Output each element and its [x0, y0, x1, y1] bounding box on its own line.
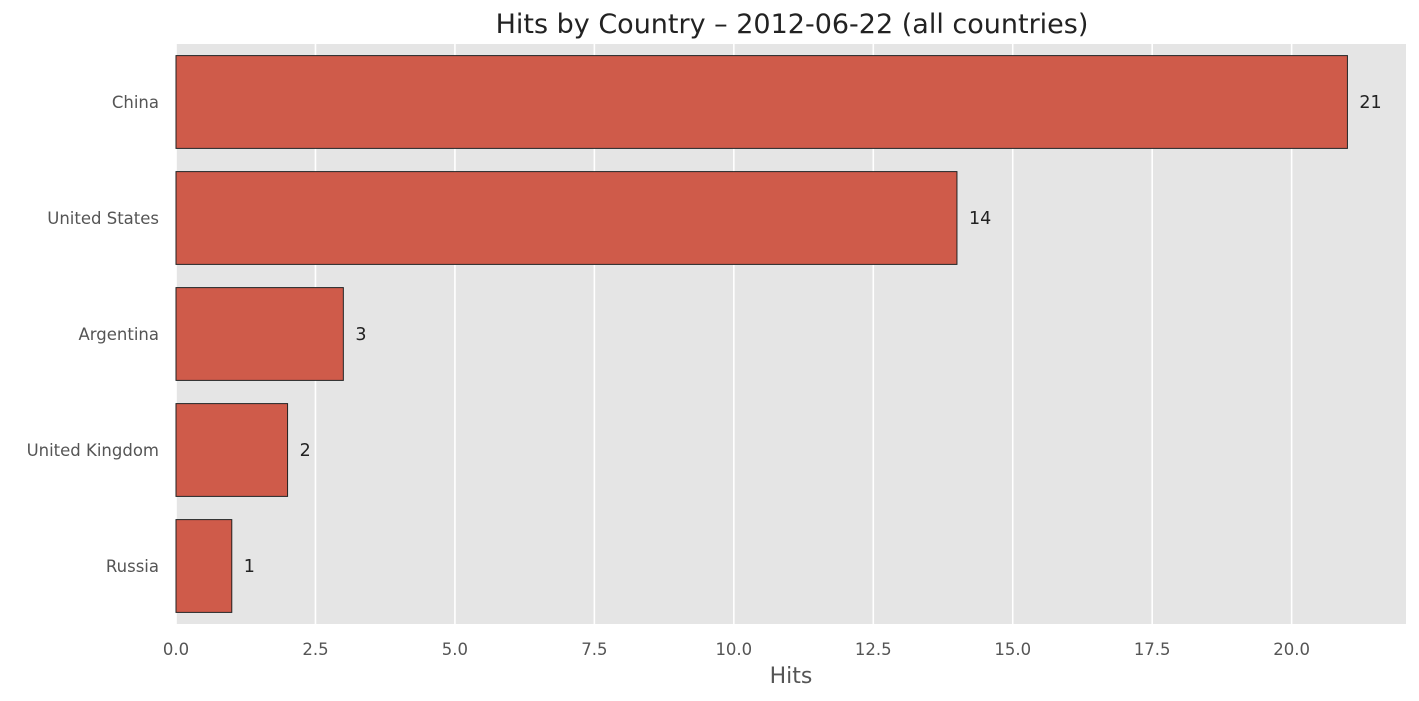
y-tick-label: China: [112, 93, 159, 112]
x-tick-label: 7.5: [581, 640, 607, 659]
data-label: 21: [1359, 93, 1381, 113]
x-tick-label: 20.0: [1273, 640, 1310, 659]
bar: [175, 55, 1348, 149]
bar: [175, 403, 289, 497]
bar: [175, 519, 233, 613]
data-label: 2: [300, 441, 311, 461]
bar: [175, 171, 958, 265]
data-label: 1: [244, 557, 255, 577]
y-tick-label: United States: [47, 209, 159, 228]
x-tick-label: 17.5: [1134, 640, 1171, 659]
x-tick-label: 10.0: [715, 640, 752, 659]
y-tick-label: Russia: [106, 557, 159, 576]
x-tick-label: 12.5: [855, 640, 892, 659]
data-label: 14: [969, 209, 991, 229]
x-tick-label: 5.0: [442, 640, 468, 659]
x-tick-label: 0.0: [163, 640, 189, 659]
y-tick-labels: China United States Argentina United Kingdo…: [27, 93, 159, 576]
x-axis-label: Hits: [770, 664, 813, 689]
y-tick-label: Argentina: [79, 325, 160, 344]
x-tick-label: 15.0: [994, 640, 1031, 659]
x-tick-label: 2.5: [302, 640, 328, 659]
bar: [175, 287, 344, 381]
x-tick-labels: 0.0 2.5 5.0 7.5 10.0 12.5 15.0 17.5 20.0: [163, 640, 1310, 659]
data-label: 3: [355, 325, 366, 345]
chart-title: Hits by Country – 2012-06-22 (all countr…: [496, 9, 1089, 40]
y-tick-label: United Kingdom: [27, 441, 159, 460]
